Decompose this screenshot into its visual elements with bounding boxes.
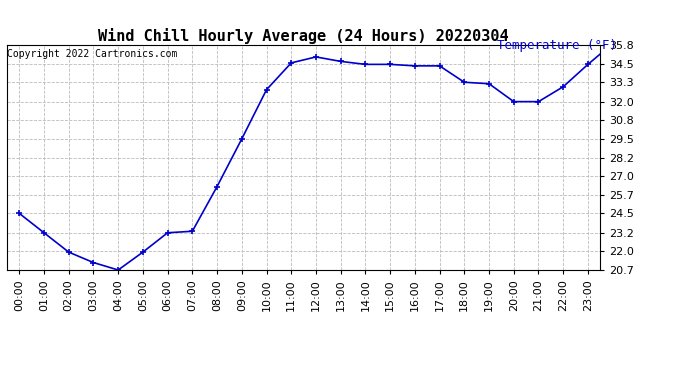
Title: Wind Chill Hourly Average (24 Hours) 20220304: Wind Chill Hourly Average (24 Hours) 202… <box>98 28 509 44</box>
Text: Copyright 2022 Cartronics.com: Copyright 2022 Cartronics.com <box>7 49 177 59</box>
Text: Temperature (°F): Temperature (°F) <box>497 39 617 53</box>
